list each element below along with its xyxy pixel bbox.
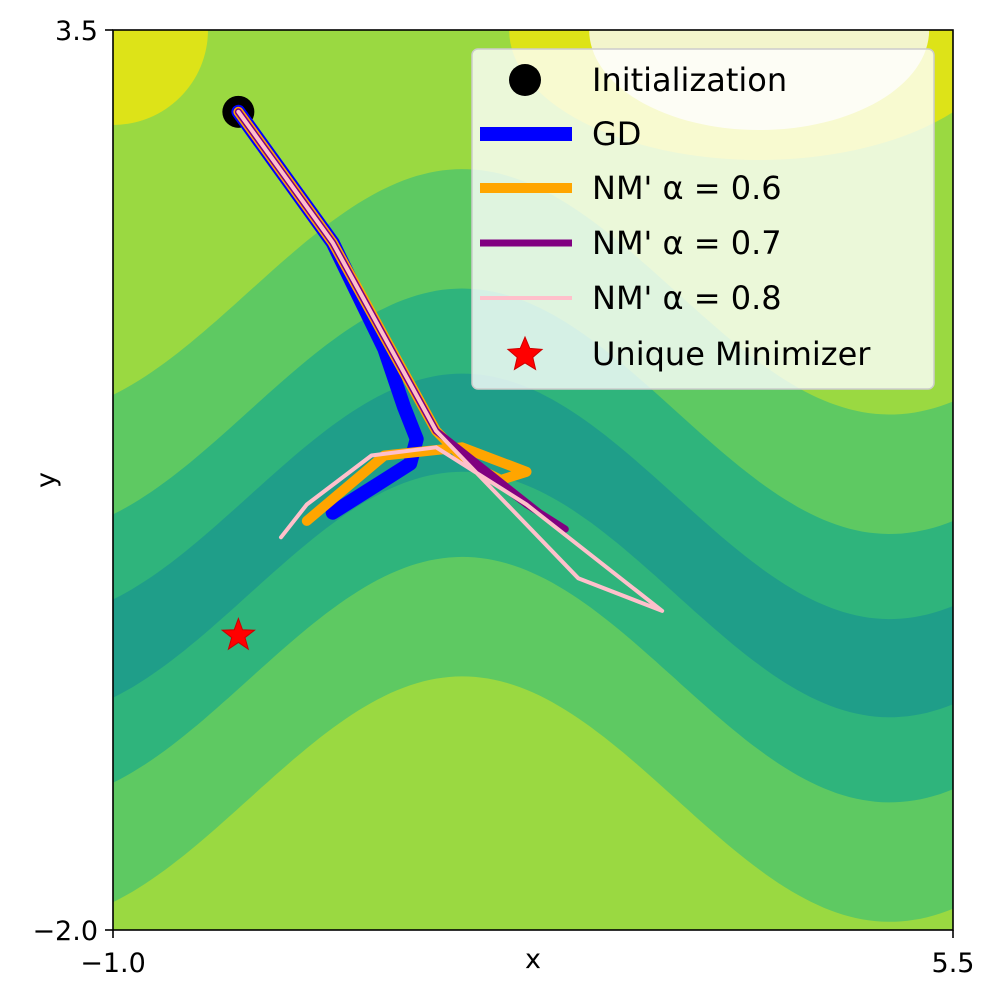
contour-level-2 [113,288,953,803]
plot-frame [112,29,954,931]
contour-corner-top-left [113,30,208,125]
y-tick-label-bottom: −2.0 [32,916,98,947]
legend-minimizer-label: Unique Minimizer [592,335,871,373]
y-axis-label: y [31,472,62,488]
x-tick-label-right: 5.5 [932,948,975,979]
x-tick-label-left: −1.0 [80,948,146,979]
x-axis-label: x [525,944,541,975]
legend-box [471,48,935,390]
legend-initialization-label: Initialization [592,61,787,99]
legend-nm07-label: NM' α = 0.7 [592,224,782,262]
minimizer-star [220,617,256,651]
legend-minimizer-star [506,335,544,371]
axis-ticks [105,29,954,938]
legend: Initialization GD NM' α = 0.6 NM' α = 0.… [471,48,935,390]
y-tick-label-top: 3.5 [55,16,98,47]
legend-initialization-marker [509,64,541,96]
legend-nm08-label: NM' α = 0.8 [592,279,782,317]
contour-level-1 [113,373,953,718]
legend-nm06-label: NM' α = 0.6 [592,169,782,207]
trajectories [231,104,665,613]
legend-gd-label: GD [592,115,641,153]
series-line-3 [236,109,665,613]
